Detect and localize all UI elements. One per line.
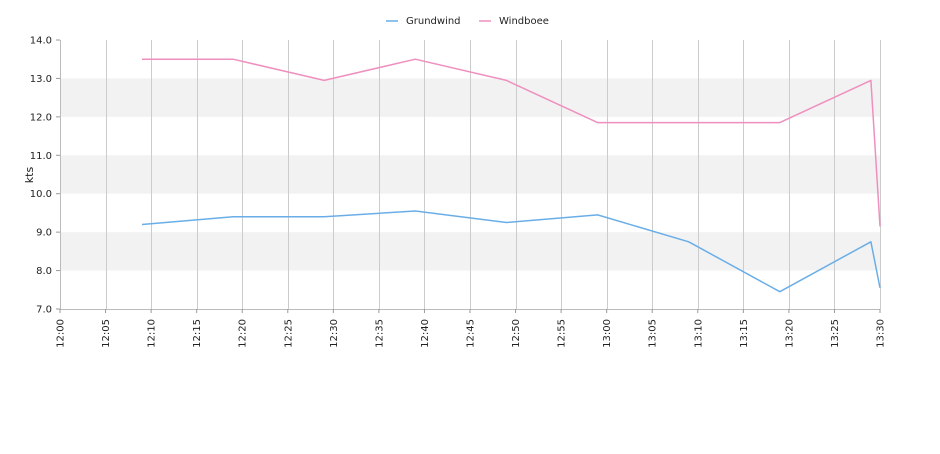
y-tick-labels: 7.0 8.0 9.0 10.0 11.0 12.0 13.0 14.0 xyxy=(30,36,60,316)
y-tick-label: 10.0 xyxy=(30,189,52,200)
x-tick-label: 12:30 xyxy=(329,319,340,348)
x-tick-label: 12:15 xyxy=(192,319,203,348)
x-tick-label: 13:05 xyxy=(648,319,659,348)
y-tick-label: 12.0 xyxy=(30,112,52,123)
x-tick-label: 12:05 xyxy=(101,319,112,348)
y-tick-label: 9.0 xyxy=(36,228,52,239)
x-tick-label: 13:20 xyxy=(784,319,795,348)
x-tick-label: 12:20 xyxy=(238,319,249,348)
legend-label-grundwind: Grundwind xyxy=(406,16,461,27)
legend-label-windboee: Windboee xyxy=(499,16,549,27)
series-line-grundwind xyxy=(141,210,881,293)
y-tick-label: 11.0 xyxy=(30,151,52,162)
x-tick-label: 12:40 xyxy=(420,319,431,348)
x-tick-label: 12:10 xyxy=(147,319,158,348)
legend: Grundwind Windboee xyxy=(386,16,549,27)
x-tick-label: 12:25 xyxy=(283,319,294,348)
series-lines xyxy=(141,58,881,293)
series-line-windboee xyxy=(142,58,881,227)
x-tick-label: 13:00 xyxy=(602,319,613,348)
x-tick-labels: 12:00 12:05 12:10 12:15 12:20 12:25 12:30 12:35… xyxy=(56,309,887,348)
x-tick-label: 13:10 xyxy=(693,319,704,348)
x-tick-label: 13:30 xyxy=(876,319,887,348)
x-tick-label: 12:45 xyxy=(466,319,477,348)
vertical-gridlines xyxy=(60,40,881,309)
y-axis-label: kts xyxy=(23,167,36,184)
x-tick-label: 12:50 xyxy=(511,319,522,348)
y-tick-label: 8.0 xyxy=(36,266,52,277)
x-tick-label: 13:15 xyxy=(739,319,750,348)
y-tick-label: 7.0 xyxy=(36,305,52,316)
y-tick-label: 13.0 xyxy=(30,74,52,85)
x-tick-label: 12:35 xyxy=(374,319,385,348)
y-tick-label: 14.0 xyxy=(30,36,52,47)
x-tick-label: 12:00 xyxy=(56,319,67,348)
x-tick-label: 13:25 xyxy=(830,319,841,348)
x-tick-label: 12:55 xyxy=(557,319,568,348)
